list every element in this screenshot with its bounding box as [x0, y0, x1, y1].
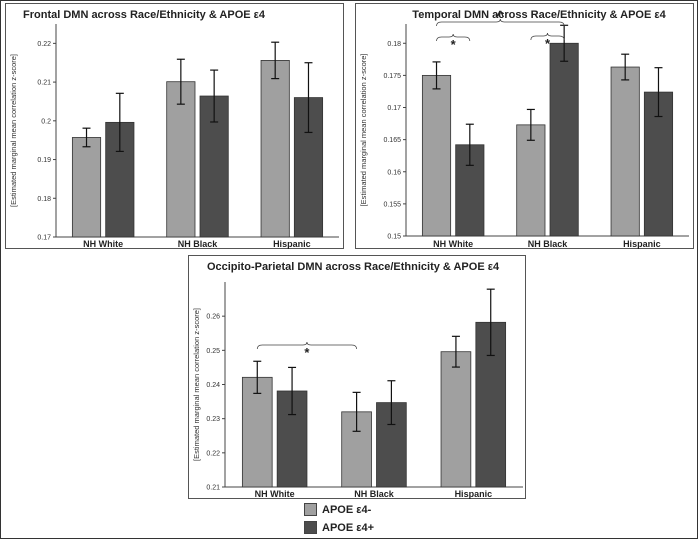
y-tick-label: 0.16: [387, 169, 401, 176]
y-tick-label: 0.26: [206, 314, 220, 321]
y-tick-label: 0.21: [37, 80, 51, 87]
bar-nh-black-apoe-neg: [516, 124, 546, 237]
significance-bracket: [256, 341, 357, 350]
y-tick-label: 0.15: [387, 234, 401, 241]
y-axis-label: [Estimated marginal mean correlation z-s…: [9, 54, 18, 207]
bar-nh-white-apoe-neg: [241, 376, 273, 488]
legend-label-apoe-pos: APOE ε4+: [322, 521, 374, 534]
y-tick-label: 0.24: [206, 382, 220, 389]
y-tick-label: 0.25: [206, 348, 220, 355]
y-tick-label: 0.17: [387, 105, 401, 112]
y-tick-label: 0.22: [206, 450, 220, 457]
y-tick-label: 0.22: [37, 41, 51, 48]
temporal-dmn-panel: Temporal DMN across Race/Ethnicity & APO…: [355, 3, 694, 249]
bar-nh-black-apoe-neg: [166, 81, 196, 238]
x-category-label-hispanic: Hispanic: [455, 489, 493, 499]
y-tick-label: 0.21: [206, 485, 220, 492]
x-category-label-nh-black: NH Black: [178, 239, 219, 249]
temporal-dmn-chart: Temporal DMN across Race/Ethnicity & APO…: [359, 8, 689, 249]
x-category-label-nh-black: NH Black: [528, 239, 569, 249]
y-tick-label: 0.175: [383, 73, 401, 80]
bar-nh-black-apoe-pos: [549, 42, 579, 237]
bar-nh-white-apoe-neg: [421, 74, 452, 237]
y-tick-label: 0.17: [37, 235, 51, 242]
significance-bracket: [436, 18, 565, 27]
x-category-label-nh-white: NH White: [83, 239, 123, 249]
x-category-label-nh-white: NH White: [255, 489, 295, 499]
occipito-parietal-dmn-panel: Occipito-Parietal DMN across Race/Ethnic…: [188, 255, 526, 499]
x-category-label-nh-black: NH Black: [354, 489, 395, 499]
x-category-label-hispanic: Hispanic: [273, 239, 311, 249]
legend-swatch-apoe-neg: [304, 503, 317, 516]
bar-hispanic-apoe-pos: [293, 97, 324, 238]
significance-star: *: [545, 36, 551, 51]
legend-item-apoe-pos: APOE ε4+: [304, 520, 374, 535]
chart-title: Temporal DMN across Race/Ethnicity & APO…: [412, 9, 666, 21]
legend-label-apoe-neg: APOE ε4-: [322, 503, 372, 516]
y-tick-label: 0.155: [383, 201, 401, 208]
significance-bracket: [530, 32, 565, 41]
chart-title: Occipito-Parietal DMN across Race/Ethnic…: [207, 261, 500, 273]
chart-title: Frontal DMN across Race/Ethnicity & APOE…: [23, 9, 266, 21]
y-tick-label: 0.2: [41, 118, 51, 125]
legend-swatch-apoe-pos: [304, 521, 317, 534]
y-tick-label: 0.18: [37, 196, 51, 203]
legend-item-apoe-neg: APOE ε4-: [304, 502, 371, 517]
bar-nh-white-apoe-neg: [71, 137, 102, 238]
frontal-dmn-panel: Frontal DMN across Race/Ethnicity & APOE…: [5, 3, 344, 249]
y-axis-label: [Estimated marginal mean correlation z-s…: [192, 308, 201, 461]
bar-hispanic-apoe-neg: [440, 351, 472, 488]
y-axis-label: [Estimated marginal mean correlation z-s…: [359, 54, 368, 207]
y-tick-label: 0.18: [387, 41, 401, 48]
significance-caret: ^: [497, 8, 505, 23]
significance-star: *: [451, 37, 457, 52]
y-tick-label: 0.165: [383, 137, 401, 144]
x-category-label-hispanic: Hispanic: [623, 239, 661, 249]
y-tick-label: 0.23: [206, 416, 220, 423]
significance-star: *: [304, 345, 310, 360]
legend: APOE ε4- APOE ε4+: [304, 500, 414, 540]
y-tick-label: 0.19: [37, 157, 51, 164]
bar-hispanic-apoe-neg: [260, 60, 290, 238]
bar-hispanic-apoe-neg: [610, 66, 640, 237]
frontal-dmn-chart: Frontal DMN across Race/Ethnicity & APOE…: [9, 9, 339, 249]
x-category-label-nh-white: NH White: [433, 239, 473, 249]
occipito-parietal-dmn-chart: Occipito-Parietal DMN across Race/Ethnic…: [192, 261, 523, 499]
significance-bracket: [436, 33, 471, 42]
